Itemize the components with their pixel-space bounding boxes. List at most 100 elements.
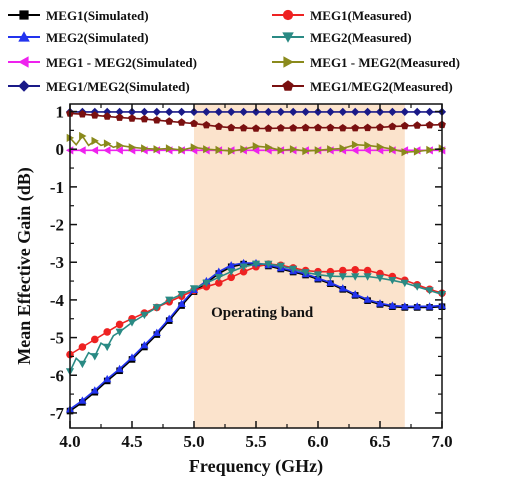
data-point: [326, 123, 335, 132]
legend-entry: MEG2(Simulated): [8, 30, 149, 45]
data-point: [375, 299, 385, 307]
data-point: [189, 285, 199, 293]
y-tick-label: -6: [50, 366, 64, 385]
data-point: [227, 123, 236, 132]
legend-marker: [18, 56, 29, 68]
x-tick-label: 4.0: [59, 432, 80, 451]
data-point: [363, 273, 372, 281]
data-point: [400, 302, 409, 310]
data-point: [128, 143, 137, 152]
data-point: [351, 146, 359, 155]
data-point: [227, 147, 236, 156]
legend-marker: [282, 32, 294, 43]
legend-marker: [282, 9, 294, 21]
data-point: [301, 123, 310, 132]
legend-entry: MEG1 - MEG2(Measured): [272, 55, 460, 70]
data-point: [264, 107, 273, 116]
data-point: [338, 273, 347, 281]
data-point: [301, 269, 310, 277]
data-point: [227, 273, 235, 282]
data-point: [127, 319, 137, 327]
data-point: [251, 107, 261, 116]
data-point: [251, 146, 260, 155]
data-point: [177, 107, 186, 116]
data-point: [189, 107, 199, 116]
series-layer: [65, 107, 447, 415]
data-point: [239, 124, 248, 132]
data-point: [375, 107, 385, 116]
data-point: [401, 148, 409, 157]
data-point: [277, 146, 285, 155]
data-point: [214, 267, 223, 275]
legend-marker: [283, 56, 294, 68]
data-point: [276, 124, 285, 132]
x-tick-label: 4.5: [121, 432, 142, 451]
y-tick-label: 1: [56, 103, 65, 122]
data-point: [314, 146, 323, 155]
x-tick-label: 6.0: [307, 432, 328, 451]
data-point: [202, 107, 211, 116]
data-point: [127, 107, 137, 116]
data-point: [190, 119, 198, 127]
data-point: [202, 121, 211, 129]
data-point: [400, 121, 409, 130]
data-point: [177, 299, 186, 307]
data-point: [264, 260, 273, 269]
data-point: [313, 271, 323, 279]
legend-marker: [18, 80, 30, 92]
data-point: [140, 311, 149, 320]
data-point: [252, 142, 261, 151]
x-tick-label: 7.0: [431, 432, 452, 451]
data-point: [276, 262, 285, 271]
data-point: [165, 117, 174, 125]
data-point: [190, 143, 199, 152]
data-point: [103, 328, 111, 336]
legend-label: MEG1/MEG2(Simulated): [46, 79, 190, 94]
data-point: [239, 267, 248, 276]
data-point: [115, 107, 124, 116]
data-point: [363, 146, 371, 155]
data-point: [264, 124, 273, 132]
data-point: [363, 107, 372, 116]
data-point: [289, 124, 298, 132]
legend-entry: MEG2(Measured): [272, 30, 412, 45]
data-point: [239, 107, 248, 116]
data-point: [177, 291, 186, 299]
data-point: [152, 107, 161, 116]
data-point: [78, 343, 87, 351]
data-point: [364, 141, 372, 150]
y-tick-label: -2: [50, 216, 64, 235]
data-point: [165, 144, 174, 153]
data-point: [203, 145, 211, 154]
legend-marker: [282, 80, 294, 91]
legend-label: MEG2(Measured): [310, 30, 412, 45]
data-point: [302, 147, 310, 156]
data-point: [103, 139, 112, 148]
operating-band-label: Operating band: [211, 305, 314, 321]
data-point: [363, 123, 372, 132]
data-point: [202, 279, 211, 288]
data-point: [425, 121, 434, 129]
data-point: [115, 113, 124, 121]
data-point: [289, 145, 298, 154]
series-6: [66, 131, 447, 157]
data-point: [165, 314, 174, 322]
data-point: [338, 107, 347, 116]
data-point: [338, 124, 347, 132]
data-point: [326, 107, 335, 116]
data-point: [413, 302, 422, 310]
legend-label: MEG1 - MEG2(Measured): [310, 55, 460, 70]
data-point: [127, 353, 137, 361]
data-point: [363, 266, 372, 275]
data-point: [78, 360, 87, 369]
data-point: [351, 290, 360, 298]
data-point: [413, 107, 422, 116]
y-tick-label: 0: [56, 140, 65, 159]
operating-band-region: [194, 104, 405, 428]
data-point: [400, 107, 409, 116]
data-point: [326, 272, 335, 281]
data-point: [388, 122, 397, 130]
data-point: [140, 114, 149, 123]
axes-layer: 4.0 4.5 5.0 5.5 6.0 6.5 7.0 1 0 -1 -2 -3 -4 -5 -6 -7: [50, 103, 453, 451]
data-point: [128, 114, 136, 122]
